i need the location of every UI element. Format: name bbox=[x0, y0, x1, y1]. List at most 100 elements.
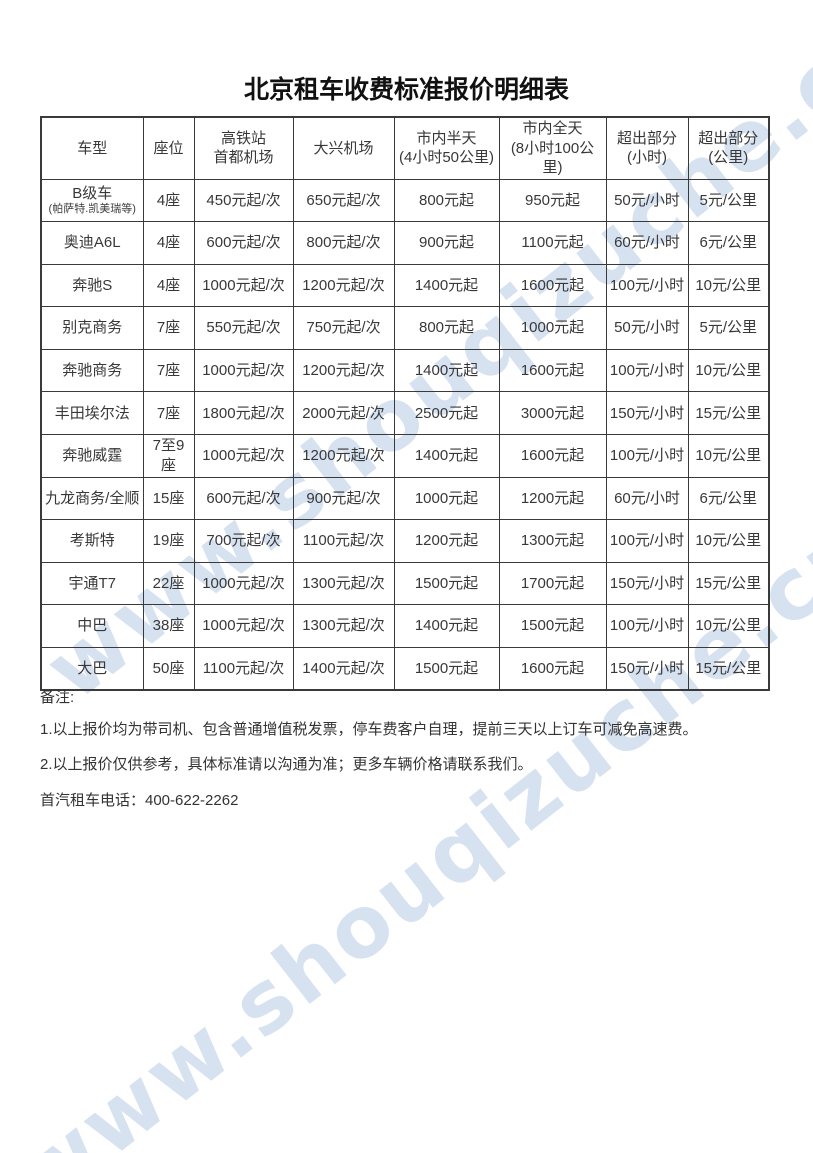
price-cell: 38座 bbox=[142, 604, 195, 649]
model-cell: 奔驰商务 bbox=[40, 348, 144, 393]
price-cell: 1000元起/次 bbox=[193, 434, 294, 478]
table-body: B级车 (帕萨特.凯美瑞等) 4座 450元起/次 650元起/次 800元起 950元起 5… bbox=[40, 178, 770, 691]
table-row: 奥迪A6L 4座 600元起/次 800元起/次 900元起 1100元起 60元/小时 6元… bbox=[40, 221, 770, 265]
price-cell: 150元/小时 bbox=[605, 647, 689, 691]
model-cell: 丰田埃尔法 bbox=[40, 391, 144, 436]
price-cell: 1100元起 bbox=[498, 221, 607, 265]
price-cell: 4座 bbox=[142, 221, 195, 265]
price-cell: 1700元起 bbox=[498, 561, 607, 606]
price-cell: 600元起/次 bbox=[193, 221, 294, 265]
price-cell: 2500元起 bbox=[393, 391, 500, 436]
column-header-7: 超出部分 (公里) bbox=[687, 116, 770, 180]
price-cell: 900元起/次 bbox=[292, 476, 395, 521]
table-row: 宇通T7 22座 1000元起/次 1300元起/次 1500元起 1700元起 150元/… bbox=[40, 561, 770, 606]
price-cell: 800元起 bbox=[393, 306, 500, 350]
column-header-1: 座位 bbox=[142, 116, 195, 180]
model-cell: 九龙商务/全顺 bbox=[40, 476, 144, 521]
model-cell: 奔驰威霆 bbox=[40, 434, 144, 478]
model-note: (帕萨特.凯美瑞等) bbox=[48, 203, 136, 216]
column-header-5: 市内全天 (8小时100公里) bbox=[498, 116, 607, 180]
price-cell: 900元起 bbox=[393, 221, 500, 265]
price-cell: 1300元起/次 bbox=[292, 604, 395, 649]
price-cell: 1300元起 bbox=[498, 519, 607, 563]
price-cell: 10元/公里 bbox=[687, 263, 770, 308]
price-cell: 1600元起 bbox=[498, 263, 607, 308]
price-cell: 1600元起 bbox=[498, 647, 607, 691]
table-row: 考斯特 19座 700元起/次 1100元起/次 1200元起 1300元起 100元/小时… bbox=[40, 519, 770, 563]
column-header-6: 超出部分 (小时) bbox=[605, 116, 689, 180]
price-cell: 1200元起/次 bbox=[292, 434, 395, 478]
price-cell: 100元/小时 bbox=[605, 519, 689, 563]
price-cell: 1500元起 bbox=[498, 604, 607, 649]
table-row: 中巴 38座 1000元起/次 1300元起/次 1400元起 1500元起 100元/小时… bbox=[40, 604, 770, 649]
price-cell: 1000元起 bbox=[393, 476, 500, 521]
header-row: 车型 座位 高铁站 首都机场 大兴机场 市内半天 (4小时50公里) 市内全天 (8小时100公… bbox=[40, 116, 770, 180]
table-row: 别克商务 7座 550元起/次 750元起/次 800元起 1000元起 50元/小时 5元/… bbox=[40, 306, 770, 350]
price-cell: 1500元起 bbox=[393, 561, 500, 606]
price-cell: 10元/公里 bbox=[687, 604, 770, 649]
price-cell: 750元起/次 bbox=[292, 306, 395, 350]
price-cell: 6元/公里 bbox=[687, 221, 770, 265]
note-item-1: 1.以上报价均为带司机、包含普通增值税发票，停车费客户自理，提前三天以上订车可减… bbox=[40, 721, 698, 738]
price-cell: 60元/小时 bbox=[605, 476, 689, 521]
model-cell: 奔驰S bbox=[40, 263, 144, 308]
price-cell: 3000元起 bbox=[498, 391, 607, 436]
price-cell: 1500元起 bbox=[393, 647, 500, 691]
price-cell: 1400元起 bbox=[393, 434, 500, 478]
price-cell: 2000元起/次 bbox=[292, 391, 395, 436]
price-cell: 700元起/次 bbox=[193, 519, 294, 563]
price-cell: 22座 bbox=[142, 561, 195, 606]
model-cell: 大巴 bbox=[40, 647, 144, 691]
price-cell: 550元起/次 bbox=[193, 306, 294, 350]
price-cell: 1000元起/次 bbox=[193, 348, 294, 393]
notes-section: 备注: 1.以上报价均为带司机、包含普通增值税发票，停车费客户自理，提前三天以上… bbox=[40, 686, 770, 811]
price-cell: 4座 bbox=[142, 178, 195, 223]
price-cell: 1800元起/次 bbox=[193, 391, 294, 436]
price-cell: 950元起 bbox=[498, 178, 607, 223]
price-cell: 1000元起/次 bbox=[193, 263, 294, 308]
price-cell: 7座 bbox=[142, 391, 195, 436]
note-item-2: 2.以上报价仅供参考，具体标准请以沟通为准；更多车辆价格请联系我们。 bbox=[40, 756, 533, 774]
table-row: 奔驰威霆 7至9座 1000元起/次 1200元起/次 1400元起 1600元起 100元… bbox=[40, 434, 770, 478]
column-header-2: 高铁站 首都机场 bbox=[193, 116, 294, 180]
price-cell: 1600元起 bbox=[498, 348, 607, 393]
price-cell: 1000元起 bbox=[498, 306, 607, 350]
price-cell: 15座 bbox=[142, 476, 195, 521]
price-cell: 1100元起/次 bbox=[292, 519, 395, 563]
price-cell: 1400元起 bbox=[393, 263, 500, 308]
model-cell: B级车 (帕萨特.凯美瑞等) bbox=[40, 178, 144, 223]
contact-phone: 首汽租车电话：400-622-2262 bbox=[40, 791, 239, 809]
price-cell: 10元/公里 bbox=[687, 434, 770, 478]
price-table: 车型 座位 高铁站 首都机场 大兴机场 市内半天 (4小时50公里) 市内全天 (8小时100公… bbox=[40, 116, 770, 692]
price-cell: 600元起/次 bbox=[193, 476, 294, 521]
price-cell: 100元/小时 bbox=[605, 434, 689, 478]
price-cell: 15元/公里 bbox=[687, 391, 770, 436]
column-header-0: 车型 bbox=[40, 116, 144, 180]
price-cell: 60元/小时 bbox=[605, 221, 689, 265]
price-cell: 7座 bbox=[142, 306, 195, 350]
price-cell: 800元起/次 bbox=[292, 221, 395, 265]
price-cell: 7座 bbox=[142, 348, 195, 393]
table-row: 奔驰S 4座 1000元起/次 1200元起/次 1400元起 1600元起 100元/小时… bbox=[40, 263, 770, 308]
price-cell: 1100元起/次 bbox=[193, 647, 294, 691]
table-header: 车型 座位 高铁站 首都机场 大兴机场 市内半天 (4小时50公里) 市内全天 (8小时100公… bbox=[40, 116, 770, 180]
price-cell: 50元/小时 bbox=[605, 178, 689, 223]
price-cell: 1400元起 bbox=[393, 348, 500, 393]
price-cell: 50座 bbox=[142, 647, 195, 691]
price-cell: 4座 bbox=[142, 263, 195, 308]
price-cell: 5元/公里 bbox=[687, 178, 770, 223]
price-cell: 1200元起 bbox=[393, 519, 500, 563]
price-cell: 5元/公里 bbox=[687, 306, 770, 350]
table-row: 丰田埃尔法 7座 1800元起/次 2000元起/次 2500元起 3000元起 150元/… bbox=[40, 391, 770, 436]
price-cell: 1000元起/次 bbox=[193, 561, 294, 606]
page-title: 北京租车收费标准报价明细表 bbox=[243, 76, 569, 104]
price-cell: 1200元起/次 bbox=[292, 263, 395, 308]
column-header-3: 大兴机场 bbox=[292, 116, 395, 180]
price-cell: 100元/小时 bbox=[605, 604, 689, 649]
price-cell: 100元/小时 bbox=[605, 263, 689, 308]
price-cell: 1200元起 bbox=[498, 476, 607, 521]
price-cell: 1300元起/次 bbox=[292, 561, 395, 606]
price-cell: 10元/公里 bbox=[687, 348, 770, 393]
price-cell: 15元/公里 bbox=[687, 647, 770, 691]
price-cell: 800元起 bbox=[393, 178, 500, 223]
